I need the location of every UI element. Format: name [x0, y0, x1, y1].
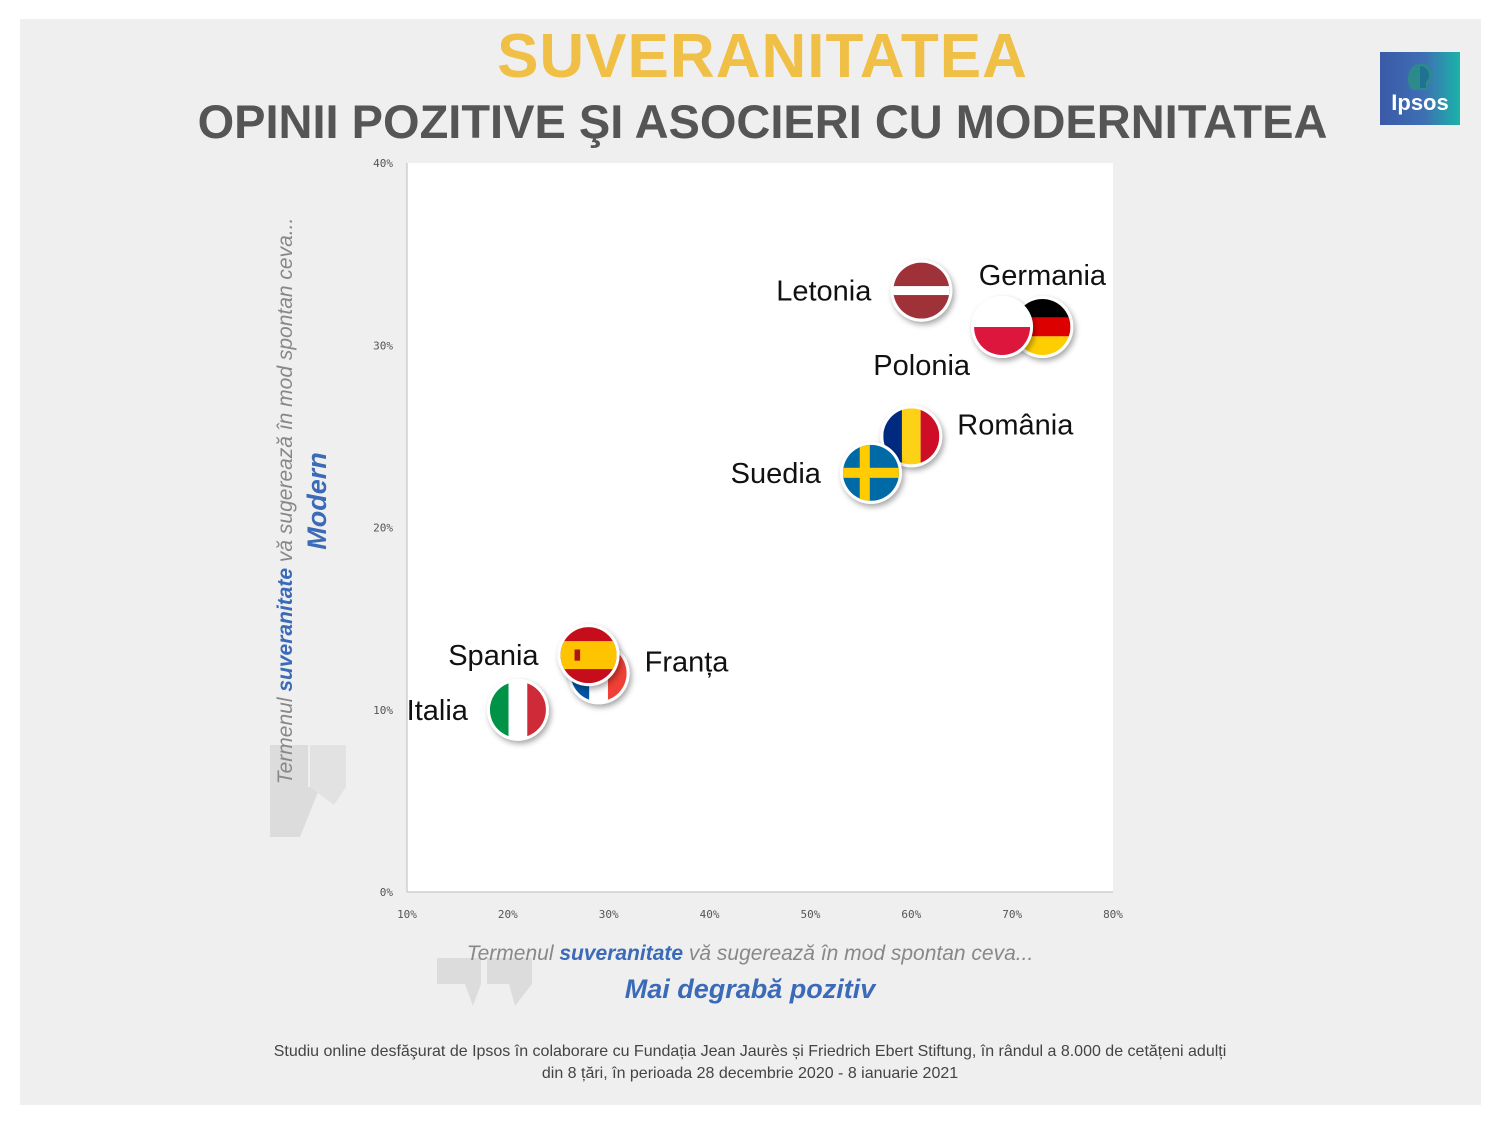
x-tick-label: 40% — [700, 908, 720, 921]
y-axis-label-suffix: vă sugerează în mod spontan ceva... — [274, 217, 297, 568]
data-point-latvia — [890, 259, 953, 322]
page-subtitle: OPINII POZITIVE ŞI ASOCIERI CU MODERNITA… — [197, 95, 1328, 148]
data-label-latvia: Letonia — [776, 276, 872, 308]
y-axis-label-main: Modern — [302, 452, 332, 550]
ipsos-logo-icon — [1380, 52, 1460, 125]
x-axis-label: Termenul suveranitate vă sugerează în mo… — [400, 940, 1100, 1010]
quote-mark-icon-bottom — [437, 958, 532, 1006]
y-axis-label-prefix: Termenul — [274, 691, 297, 785]
quote-mark-icon-left — [270, 745, 346, 837]
data-label-italy: Italia — [407, 695, 469, 727]
x-tick-label: 20% — [498, 908, 518, 921]
data-point-poland — [971, 296, 1034, 359]
data-point-romania — [880, 405, 943, 468]
x-tick-label: 60% — [901, 908, 921, 921]
y-axis-label: Termenul suveranitate vă sugerează în mo… — [254, 200, 354, 840]
data-label-romania: România — [957, 409, 1074, 441]
x-tick-label: 10% — [397, 908, 417, 921]
ipsos-logo: Ipsos — [1380, 52, 1460, 125]
y-axis-label-term: suveranitate — [274, 567, 297, 692]
y-tick-label: 10% — [373, 704, 393, 717]
x-tick-label: 30% — [599, 908, 619, 921]
data-point-italy — [486, 678, 549, 741]
data-label-france: Franța — [645, 646, 730, 678]
x-axis-label-suffix: vă sugerează în mod spontan ceva... — [683, 942, 1034, 965]
x-axis-label-prefix: Termenul — [466, 942, 560, 965]
data-label-sweden: Suedia — [731, 458, 822, 490]
plot-area — [407, 163, 1113, 892]
footnote: Studiu online desfăşurat de Ipsos în col… — [140, 1041, 1360, 1085]
data-point-spain — [557, 624, 620, 687]
y-tick-label: 40% — [373, 157, 393, 170]
y-tick-label: 20% — [373, 522, 393, 535]
footnote-line-2: din 8 țări, în perioada 28 decembrie 202… — [541, 1065, 959, 1082]
data-label-poland: Polonia — [873, 350, 971, 382]
x-tick-label: 80% — [1103, 908, 1123, 921]
data-label-spain: Spania — [448, 640, 539, 672]
ipsos-logo-text: Ipsos — [1391, 90, 1449, 115]
data-label-germany: Germania — [979, 260, 1107, 292]
x-axis-label-term: suveranitate — [559, 942, 684, 965]
y-tick-label: 30% — [373, 339, 393, 352]
page-title: SUVERANITATEA — [497, 22, 1028, 91]
footnote-line-1: Studiu online desfăşurat de Ipsos în col… — [273, 1043, 1227, 1060]
x-tick-label: 70% — [1002, 908, 1022, 921]
x-tick-label: 50% — [800, 908, 820, 921]
x-axis-label-main: Mai degrabă pozitiv — [624, 974, 876, 1004]
y-tick-label: 0% — [380, 886, 394, 899]
data-point-sweden — [839, 441, 902, 504]
